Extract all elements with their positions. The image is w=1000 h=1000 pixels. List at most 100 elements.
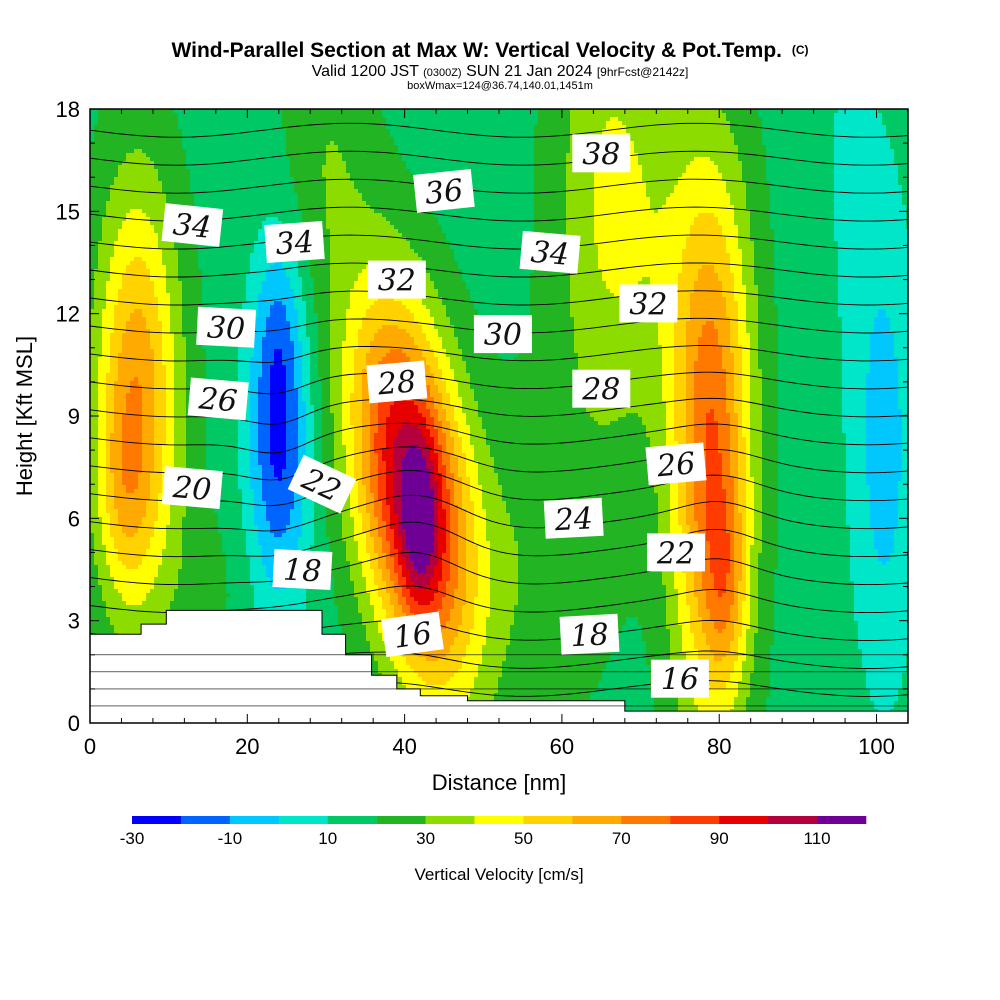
velocity-cell [254,177,259,182]
velocity-cell [566,121,571,126]
velocity-cell [170,197,175,202]
velocity-cell [258,133,263,138]
velocity-cell [402,121,407,126]
velocity-cell [514,157,519,162]
velocity-cell [642,113,647,118]
velocity-cell [266,113,271,118]
velocity-cell [306,145,311,150]
velocity-cell [126,181,131,186]
velocity-cell [170,121,175,126]
velocity-cell [478,145,483,150]
velocity-cell [150,121,155,126]
velocity-cell [750,177,755,182]
velocity-cell [810,137,815,142]
velocity-cell [490,113,495,118]
velocity-cell [770,177,775,182]
velocity-cell [706,113,711,118]
velocity-cell [550,165,555,170]
velocity-cell [138,173,143,178]
velocity-cell [174,125,179,130]
velocity-cell [442,145,447,150]
velocity-cell [330,165,335,170]
velocity-cell [630,113,635,118]
velocity-cell [482,177,487,182]
velocity-cell [842,177,847,182]
velocity-cell [846,185,851,190]
velocity-cell [202,149,207,154]
velocity-cell [694,189,699,194]
velocity-cell [186,153,191,158]
velocity-cell [722,197,727,202]
velocity-cell [138,145,143,150]
velocity-cell [226,165,231,170]
velocity-cell [406,165,411,170]
velocity-cell [510,117,515,122]
velocity-cell [598,113,603,118]
velocity-cell [638,133,643,138]
velocity-cell [254,145,259,150]
velocity-cell [214,153,219,158]
velocity-cell [650,113,655,118]
velocity-cell [554,173,559,178]
velocity-cell [874,169,879,174]
velocity-cell [742,165,747,170]
velocity-cell [350,145,355,150]
velocity-cell [218,173,223,178]
velocity-cell [402,169,407,174]
velocity-cell [422,129,427,134]
velocity-cell [338,193,343,198]
velocity-cell [194,137,199,142]
velocity-cell [498,129,503,134]
velocity-cell [602,197,607,202]
velocity-cell [670,145,675,150]
velocity-cell [590,197,595,202]
velocity-cell [470,113,475,118]
velocity-cell [730,165,735,170]
velocity-cell [838,137,843,142]
velocity-cell [354,165,359,170]
velocity-cell [470,145,475,150]
velocity-cell [406,201,411,206]
velocity-cell [238,125,243,130]
velocity-cell [418,113,423,118]
velocity-cell [206,189,211,194]
velocity-cell [818,117,823,122]
velocity-cell [186,117,191,122]
velocity-cell [134,173,139,178]
velocity-cell [282,197,287,202]
velocity-cell [702,133,707,138]
velocity-cell [302,137,307,142]
velocity-cell [734,193,739,198]
velocity-cell [262,145,267,150]
velocity-cell [318,185,323,190]
velocity-cell [154,137,159,142]
velocity-cell [114,201,119,206]
velocity-cell [186,157,191,162]
velocity-cell [890,173,895,178]
velocity-cell [190,121,195,126]
velocity-cell [570,193,575,198]
velocity-cell [554,117,559,122]
velocity-cell [142,193,147,198]
velocity-cell [350,117,355,122]
velocity-cell [478,153,483,158]
velocity-cell [798,137,803,142]
velocity-cell [98,177,103,182]
velocity-cell [782,113,787,118]
velocity-cell [594,193,599,198]
chart-subtitle-2: boxWmax=124@36.74,140.01,1451m [407,80,593,92]
velocity-cell [378,165,383,170]
velocity-cell [750,153,755,158]
velocity-cell [642,117,647,122]
velocity-cell [282,161,287,166]
velocity-cell [822,141,827,146]
velocity-cell [258,165,263,170]
velocity-cell [314,169,319,174]
velocity-cell [318,161,323,166]
velocity-cell [286,169,291,174]
velocity-cell [686,173,691,178]
velocity-cell [162,169,167,174]
velocity-cell [530,137,535,142]
velocity-cell [494,125,499,130]
velocity-cell [846,177,851,182]
